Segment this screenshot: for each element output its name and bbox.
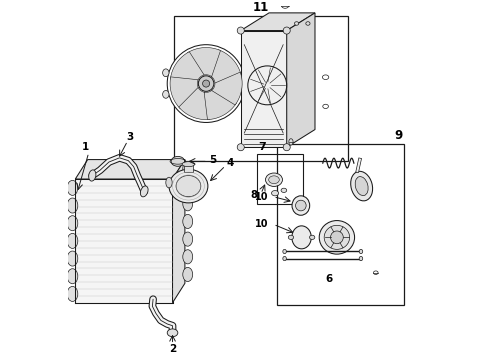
Polygon shape — [179, 87, 210, 120]
Text: 3: 3 — [126, 132, 134, 142]
Ellipse shape — [283, 256, 286, 261]
Ellipse shape — [183, 250, 193, 264]
Ellipse shape — [67, 269, 78, 284]
Ellipse shape — [141, 186, 148, 197]
Polygon shape — [75, 159, 185, 179]
Ellipse shape — [183, 267, 193, 282]
Ellipse shape — [163, 90, 169, 98]
Ellipse shape — [319, 221, 355, 254]
Circle shape — [283, 27, 290, 34]
Ellipse shape — [67, 216, 78, 231]
Polygon shape — [287, 13, 315, 147]
Polygon shape — [212, 72, 242, 105]
Ellipse shape — [67, 287, 78, 301]
Bar — [277, 144, 404, 305]
Circle shape — [202, 80, 210, 87]
Polygon shape — [171, 52, 204, 80]
Ellipse shape — [67, 233, 78, 248]
Ellipse shape — [183, 179, 193, 193]
Ellipse shape — [266, 173, 282, 186]
Ellipse shape — [67, 198, 78, 213]
Ellipse shape — [306, 22, 310, 25]
Ellipse shape — [67, 180, 78, 195]
Ellipse shape — [359, 249, 363, 253]
Ellipse shape — [183, 214, 193, 229]
Ellipse shape — [292, 226, 311, 249]
Ellipse shape — [282, 3, 289, 8]
Circle shape — [237, 144, 245, 151]
Ellipse shape — [183, 161, 193, 175]
Ellipse shape — [359, 256, 363, 261]
Ellipse shape — [163, 69, 169, 77]
Bar — [257, 154, 303, 204]
Ellipse shape — [167, 329, 178, 337]
Ellipse shape — [182, 162, 195, 167]
Ellipse shape — [324, 225, 350, 249]
Text: 10: 10 — [255, 192, 269, 202]
Ellipse shape — [355, 176, 368, 195]
Ellipse shape — [283, 249, 286, 253]
Circle shape — [331, 231, 343, 244]
Polygon shape — [75, 179, 172, 303]
Ellipse shape — [351, 171, 372, 201]
Bar — [241, 31, 287, 147]
Circle shape — [167, 45, 245, 122]
Ellipse shape — [323, 104, 328, 108]
Ellipse shape — [67, 251, 78, 266]
Text: 8: 8 — [250, 190, 257, 200]
Ellipse shape — [310, 235, 315, 239]
Ellipse shape — [169, 169, 208, 203]
Ellipse shape — [281, 188, 287, 193]
Ellipse shape — [183, 232, 193, 246]
Text: 9: 9 — [394, 129, 403, 143]
Bar — [184, 164, 193, 172]
Bar — [174, 17, 347, 161]
Circle shape — [295, 200, 306, 211]
Ellipse shape — [171, 156, 185, 166]
Text: 10: 10 — [255, 219, 269, 229]
Ellipse shape — [292, 196, 310, 215]
Text: 4: 4 — [226, 158, 234, 168]
Ellipse shape — [373, 271, 378, 274]
Text: 6: 6 — [325, 274, 333, 284]
Polygon shape — [187, 48, 220, 77]
Ellipse shape — [89, 170, 96, 181]
Ellipse shape — [294, 22, 299, 25]
Polygon shape — [170, 77, 198, 109]
Text: 11: 11 — [253, 1, 269, 14]
Ellipse shape — [269, 176, 279, 184]
Polygon shape — [204, 90, 236, 120]
Text: 5: 5 — [210, 155, 217, 165]
Polygon shape — [241, 13, 315, 31]
Polygon shape — [172, 159, 185, 303]
Text: 1: 1 — [82, 142, 89, 152]
Polygon shape — [211, 50, 241, 84]
Ellipse shape — [183, 197, 193, 211]
Ellipse shape — [176, 175, 201, 197]
Circle shape — [283, 144, 290, 151]
Ellipse shape — [166, 177, 172, 188]
Ellipse shape — [271, 190, 279, 196]
Circle shape — [198, 76, 214, 91]
Ellipse shape — [288, 235, 294, 239]
Text: 7: 7 — [258, 142, 266, 152]
Ellipse shape — [322, 75, 329, 80]
Ellipse shape — [289, 139, 293, 145]
Circle shape — [237, 27, 245, 34]
Text: 2: 2 — [169, 344, 176, 354]
